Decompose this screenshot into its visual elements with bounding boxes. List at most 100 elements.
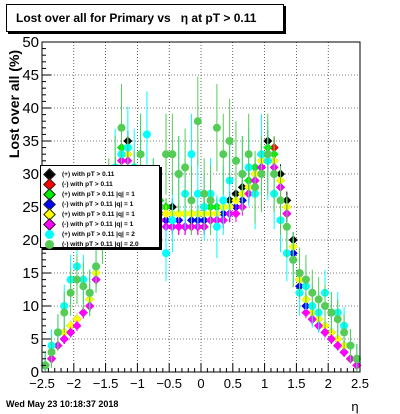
data-point bbox=[174, 209, 184, 219]
chart-title: Lost over all for Primary vs η at pT > 0… bbox=[16, 11, 257, 25]
legend-label: (+) with pT > 0.11 bbox=[62, 170, 115, 178]
legend-label: (+) with pT > 0.11 |q| = 2 bbox=[62, 230, 135, 238]
data-point bbox=[79, 282, 88, 291]
y-tick-label: 30 bbox=[22, 166, 39, 183]
legend-entry: (+) with pT > 0.11 |q| = 1 bbox=[43, 187, 135, 201]
legend-label: (+) with pT > 0.11 |q| = 1 bbox=[62, 190, 135, 198]
legend-entry: (+) with pT > 0.11 |q| = 1 bbox=[43, 207, 135, 221]
y-tick-label: 50 bbox=[22, 34, 39, 51]
title-box: Lost over all for Primary vs η at pT > 0… bbox=[6, 4, 284, 32]
data-point bbox=[320, 327, 330, 337]
x-tick-label: −1 bbox=[130, 376, 145, 391]
legend-label: (-) with pT > 0.11 |q| = 2.0 bbox=[62, 240, 139, 248]
data-point bbox=[238, 170, 247, 178]
data-point bbox=[72, 321, 82, 331]
legend-label: (-) with pT > 0.11 bbox=[62, 180, 113, 188]
legend-entry: (+) with pT > 0.11 bbox=[43, 167, 115, 181]
data-point bbox=[181, 163, 190, 172]
data-point bbox=[66, 327, 76, 337]
data-point bbox=[193, 117, 202, 126]
data-point bbox=[251, 183, 260, 192]
data-point bbox=[136, 150, 145, 159]
legend-entry: (-) with pT > 0.11 bbox=[43, 177, 113, 191]
data-point bbox=[289, 255, 298, 264]
x-tick-label: 0.5 bbox=[224, 376, 242, 391]
data-point bbox=[270, 170, 279, 178]
data-point bbox=[263, 150, 272, 159]
legend-entry: (+) with pT > 0.11 |q| = 2 bbox=[43, 227, 135, 241]
data-point bbox=[314, 295, 323, 304]
legend-entry: (-) with pT > 0.11 |q| = 2.0 bbox=[43, 237, 139, 251]
data-point bbox=[327, 308, 336, 317]
data-point bbox=[346, 341, 355, 350]
data-point bbox=[352, 354, 361, 363]
data-point bbox=[333, 315, 342, 324]
x-axis-label: η bbox=[351, 399, 358, 414]
data-point bbox=[66, 321, 76, 331]
data-point bbox=[193, 189, 202, 198]
y-tick-label: 5 bbox=[31, 331, 39, 348]
legend: (+) with pT > 0.11 (-) with pT > 0.11 (+) … bbox=[40, 165, 160, 251]
data-point bbox=[231, 156, 240, 165]
x-tick-label: 0 bbox=[197, 376, 204, 391]
x-tick-label: −0.5 bbox=[156, 376, 182, 391]
x-tick-label: −1.5 bbox=[93, 376, 119, 391]
data-point bbox=[162, 249, 171, 258]
data-point bbox=[321, 302, 330, 310]
tick-labels: −2.5 −2 −1.5 −1 −0.5 0 0.5 1 1.5 2 2.5 0 5 10 15 20 25 30… bbox=[22, 34, 369, 391]
y-tick-label: 10 bbox=[22, 298, 39, 315]
data-point bbox=[339, 347, 349, 357]
data-point bbox=[308, 288, 317, 297]
data-point bbox=[47, 348, 56, 357]
data-point bbox=[326, 334, 336, 344]
x-tick-label: −2 bbox=[66, 376, 81, 391]
legend-label: (-) with pT > 0.11 |q| = 1 bbox=[62, 220, 134, 228]
x-tick-label: 2.5 bbox=[351, 376, 369, 391]
data-point bbox=[174, 170, 183, 178]
data-point bbox=[301, 275, 310, 284]
data-point bbox=[168, 216, 177, 225]
data-point bbox=[257, 170, 266, 178]
data-point bbox=[295, 269, 304, 277]
y-tick-label: 15 bbox=[22, 265, 39, 282]
data-point bbox=[225, 137, 234, 145]
data-point bbox=[231, 209, 241, 219]
timestamp-footer: Wed May 23 10:18:37 2018 bbox=[6, 399, 119, 409]
data-point bbox=[301, 308, 311, 318]
y-tick-label: 25 bbox=[22, 199, 39, 216]
data-point bbox=[200, 189, 209, 198]
data-point bbox=[187, 196, 196, 205]
data-point bbox=[85, 288, 94, 297]
x-tick-label: 1 bbox=[261, 376, 268, 391]
data-point bbox=[60, 308, 69, 317]
data-point bbox=[333, 341, 343, 351]
data-point bbox=[117, 123, 126, 132]
data-point bbox=[53, 328, 62, 337]
y-tick-label: 20 bbox=[22, 232, 39, 249]
legend-label: (-) with pT > 0.11 |q| = 1 bbox=[62, 200, 134, 208]
data-point bbox=[161, 209, 171, 219]
data-point bbox=[212, 222, 221, 231]
data-point bbox=[206, 196, 215, 205]
data-point bbox=[212, 123, 221, 132]
data-point bbox=[187, 150, 196, 159]
data-point bbox=[168, 150, 177, 159]
x-tick-label: 2 bbox=[325, 376, 332, 391]
legend-label: (+) with pT > 0.11 |q| = 1 bbox=[62, 210, 135, 218]
x-tick-label: 1.5 bbox=[287, 376, 305, 391]
data-point bbox=[72, 275, 81, 284]
y-tick-label: 45 bbox=[22, 67, 39, 84]
data-point bbox=[174, 222, 184, 232]
data-point bbox=[276, 196, 285, 205]
data-point bbox=[340, 328, 349, 337]
data-point bbox=[282, 222, 291, 231]
y-tick-label: 40 bbox=[22, 100, 39, 117]
y-axis-label: Lost over all (%) bbox=[6, 50, 22, 158]
data-point bbox=[66, 288, 75, 297]
y-tick-label: 35 bbox=[22, 133, 39, 150]
legend-entry: (-) with pT > 0.11 |q| = 1 bbox=[43, 217, 134, 231]
data-point bbox=[78, 308, 88, 318]
legend-entry: (-) with pT > 0.11 |q| = 1 bbox=[43, 197, 134, 211]
data-point bbox=[219, 196, 228, 205]
x-tick-label: −2.5 bbox=[29, 376, 55, 391]
